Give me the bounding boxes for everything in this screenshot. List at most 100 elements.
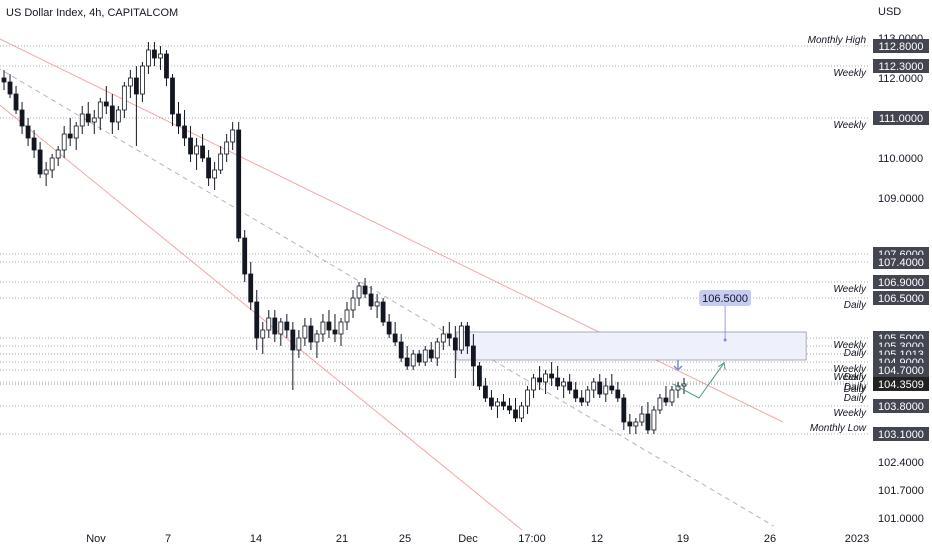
candle-down[interactable] (507, 405, 512, 411)
candle-up[interactable] (434, 341, 440, 359)
candle-up[interactable] (266, 317, 272, 331)
candle-down[interactable] (555, 377, 561, 387)
candle-up[interactable] (194, 145, 199, 155)
candle-down[interactable] (109, 105, 115, 123)
candle-down[interactable] (242, 237, 248, 275)
candle-down[interactable] (103, 101, 109, 107)
level-price-box[interactable] (873, 275, 929, 289)
candle-down[interactable] (332, 329, 338, 335)
candle-down[interactable] (404, 357, 410, 367)
candle-down[interactable] (501, 401, 506, 407)
candle-down[interactable] (452, 337, 458, 351)
resistance-zone-box[interactable] (456, 331, 807, 361)
candle-up[interactable] (296, 337, 302, 351)
candle-up[interactable] (127, 77, 133, 87)
candle-up[interactable] (224, 141, 230, 155)
candle-up[interactable] (543, 373, 548, 383)
candle-up[interactable] (591, 381, 597, 391)
candle-down[interactable] (567, 381, 573, 391)
candle-up[interactable] (91, 117, 97, 123)
candle-up[interactable] (669, 389, 675, 403)
candle-down[interactable] (392, 333, 398, 343)
candle-up[interactable] (97, 101, 103, 119)
candle-down[interactable] (254, 301, 260, 339)
candle-up[interactable] (561, 381, 567, 387)
candle-down[interactable] (597, 381, 603, 395)
candle-down[interactable] (290, 329, 296, 351)
candle-up[interactable] (121, 85, 127, 111)
candle-down[interactable] (621, 397, 627, 423)
level-price-box[interactable] (873, 363, 929, 377)
level-price-box[interactable] (873, 39, 929, 53)
candle-down[interactable] (446, 333, 452, 339)
candle-down[interactable] (428, 349, 434, 359)
candle-down[interactable] (13, 93, 19, 111)
candle-down[interactable] (549, 373, 555, 379)
candle-up[interactable] (158, 53, 163, 59)
candle-up[interactable] (657, 397, 663, 411)
candle-up[interactable] (525, 389, 530, 407)
candle-up[interactable] (140, 65, 145, 95)
candles-layer[interactable] (1, 42, 687, 434)
candle-down[interactable] (182, 125, 187, 139)
candle-up[interactable] (43, 169, 49, 175)
candle-down[interactable] (176, 113, 181, 127)
candle-down[interactable] (362, 285, 368, 295)
candle-up[interactable] (422, 349, 428, 363)
candle-up[interactable] (651, 409, 657, 431)
level-price-box[interactable] (873, 111, 929, 125)
candle-down[interactable] (200, 145, 205, 159)
candle-up[interactable] (681, 383, 687, 387)
candle-down[interactable] (380, 301, 386, 323)
candle-down[interactable] (133, 77, 139, 95)
candle-down[interactable] (206, 157, 212, 179)
current-price-box[interactable] (873, 376, 929, 391)
candle-up[interactable] (356, 285, 362, 299)
candle-down[interactable] (152, 49, 157, 59)
level-price-box[interactable] (873, 255, 929, 269)
candle-up[interactable] (440, 333, 446, 343)
candle-up[interactable] (350, 297, 356, 311)
candle-up[interactable] (146, 49, 151, 67)
candle-down[interactable] (386, 321, 392, 335)
candle-down[interactable] (67, 133, 73, 139)
candle-down[interactable] (25, 125, 31, 139)
candle-down[interactable] (37, 149, 43, 175)
candle-up[interactable] (49, 157, 55, 171)
candle-down[interactable] (513, 409, 518, 419)
candle-up[interactable] (603, 385, 609, 395)
level-price-box[interactable] (873, 291, 929, 305)
candle-down[interactable] (483, 385, 488, 399)
level-price-box[interactable] (873, 399, 929, 413)
candle-down[interactable] (609, 385, 615, 391)
candle-up[interactable] (531, 377, 536, 391)
candle-down[interactable] (7, 81, 13, 95)
candle-up[interactable] (410, 353, 416, 367)
candle-up[interactable] (338, 321, 344, 335)
candle-down[interactable] (236, 129, 242, 239)
candle-up[interactable] (585, 389, 591, 403)
candle-up[interactable] (218, 153, 224, 171)
candle-up[interactable] (79, 113, 85, 127)
candle-down[interactable] (489, 397, 494, 407)
candle-down[interactable] (308, 325, 314, 343)
candle-down[interactable] (272, 317, 278, 335)
candle-down[interactable] (85, 113, 91, 123)
candle-down[interactable] (1, 77, 7, 83)
candle-down[interactable] (164, 53, 169, 79)
candle-up[interactable] (458, 325, 464, 351)
candle-up[interactable] (314, 333, 320, 343)
candle-down[interactable] (248, 273, 254, 303)
candle-up[interactable] (633, 421, 639, 427)
candle-up[interactable] (278, 321, 284, 335)
target-price-badge[interactable] (699, 290, 752, 306)
candle-down[interactable] (326, 321, 332, 331)
time-axis[interactable]: Nov 7 14 21 25 Dec 17:00 12 19 26 2023 (86, 533, 869, 545)
candle-up[interactable] (230, 129, 236, 143)
candle-down[interactable] (537, 377, 542, 383)
candle-up[interactable] (61, 133, 67, 151)
candle-down[interactable] (627, 421, 633, 427)
candle-down[interactable] (31, 137, 37, 151)
candle-down[interactable] (188, 137, 193, 155)
